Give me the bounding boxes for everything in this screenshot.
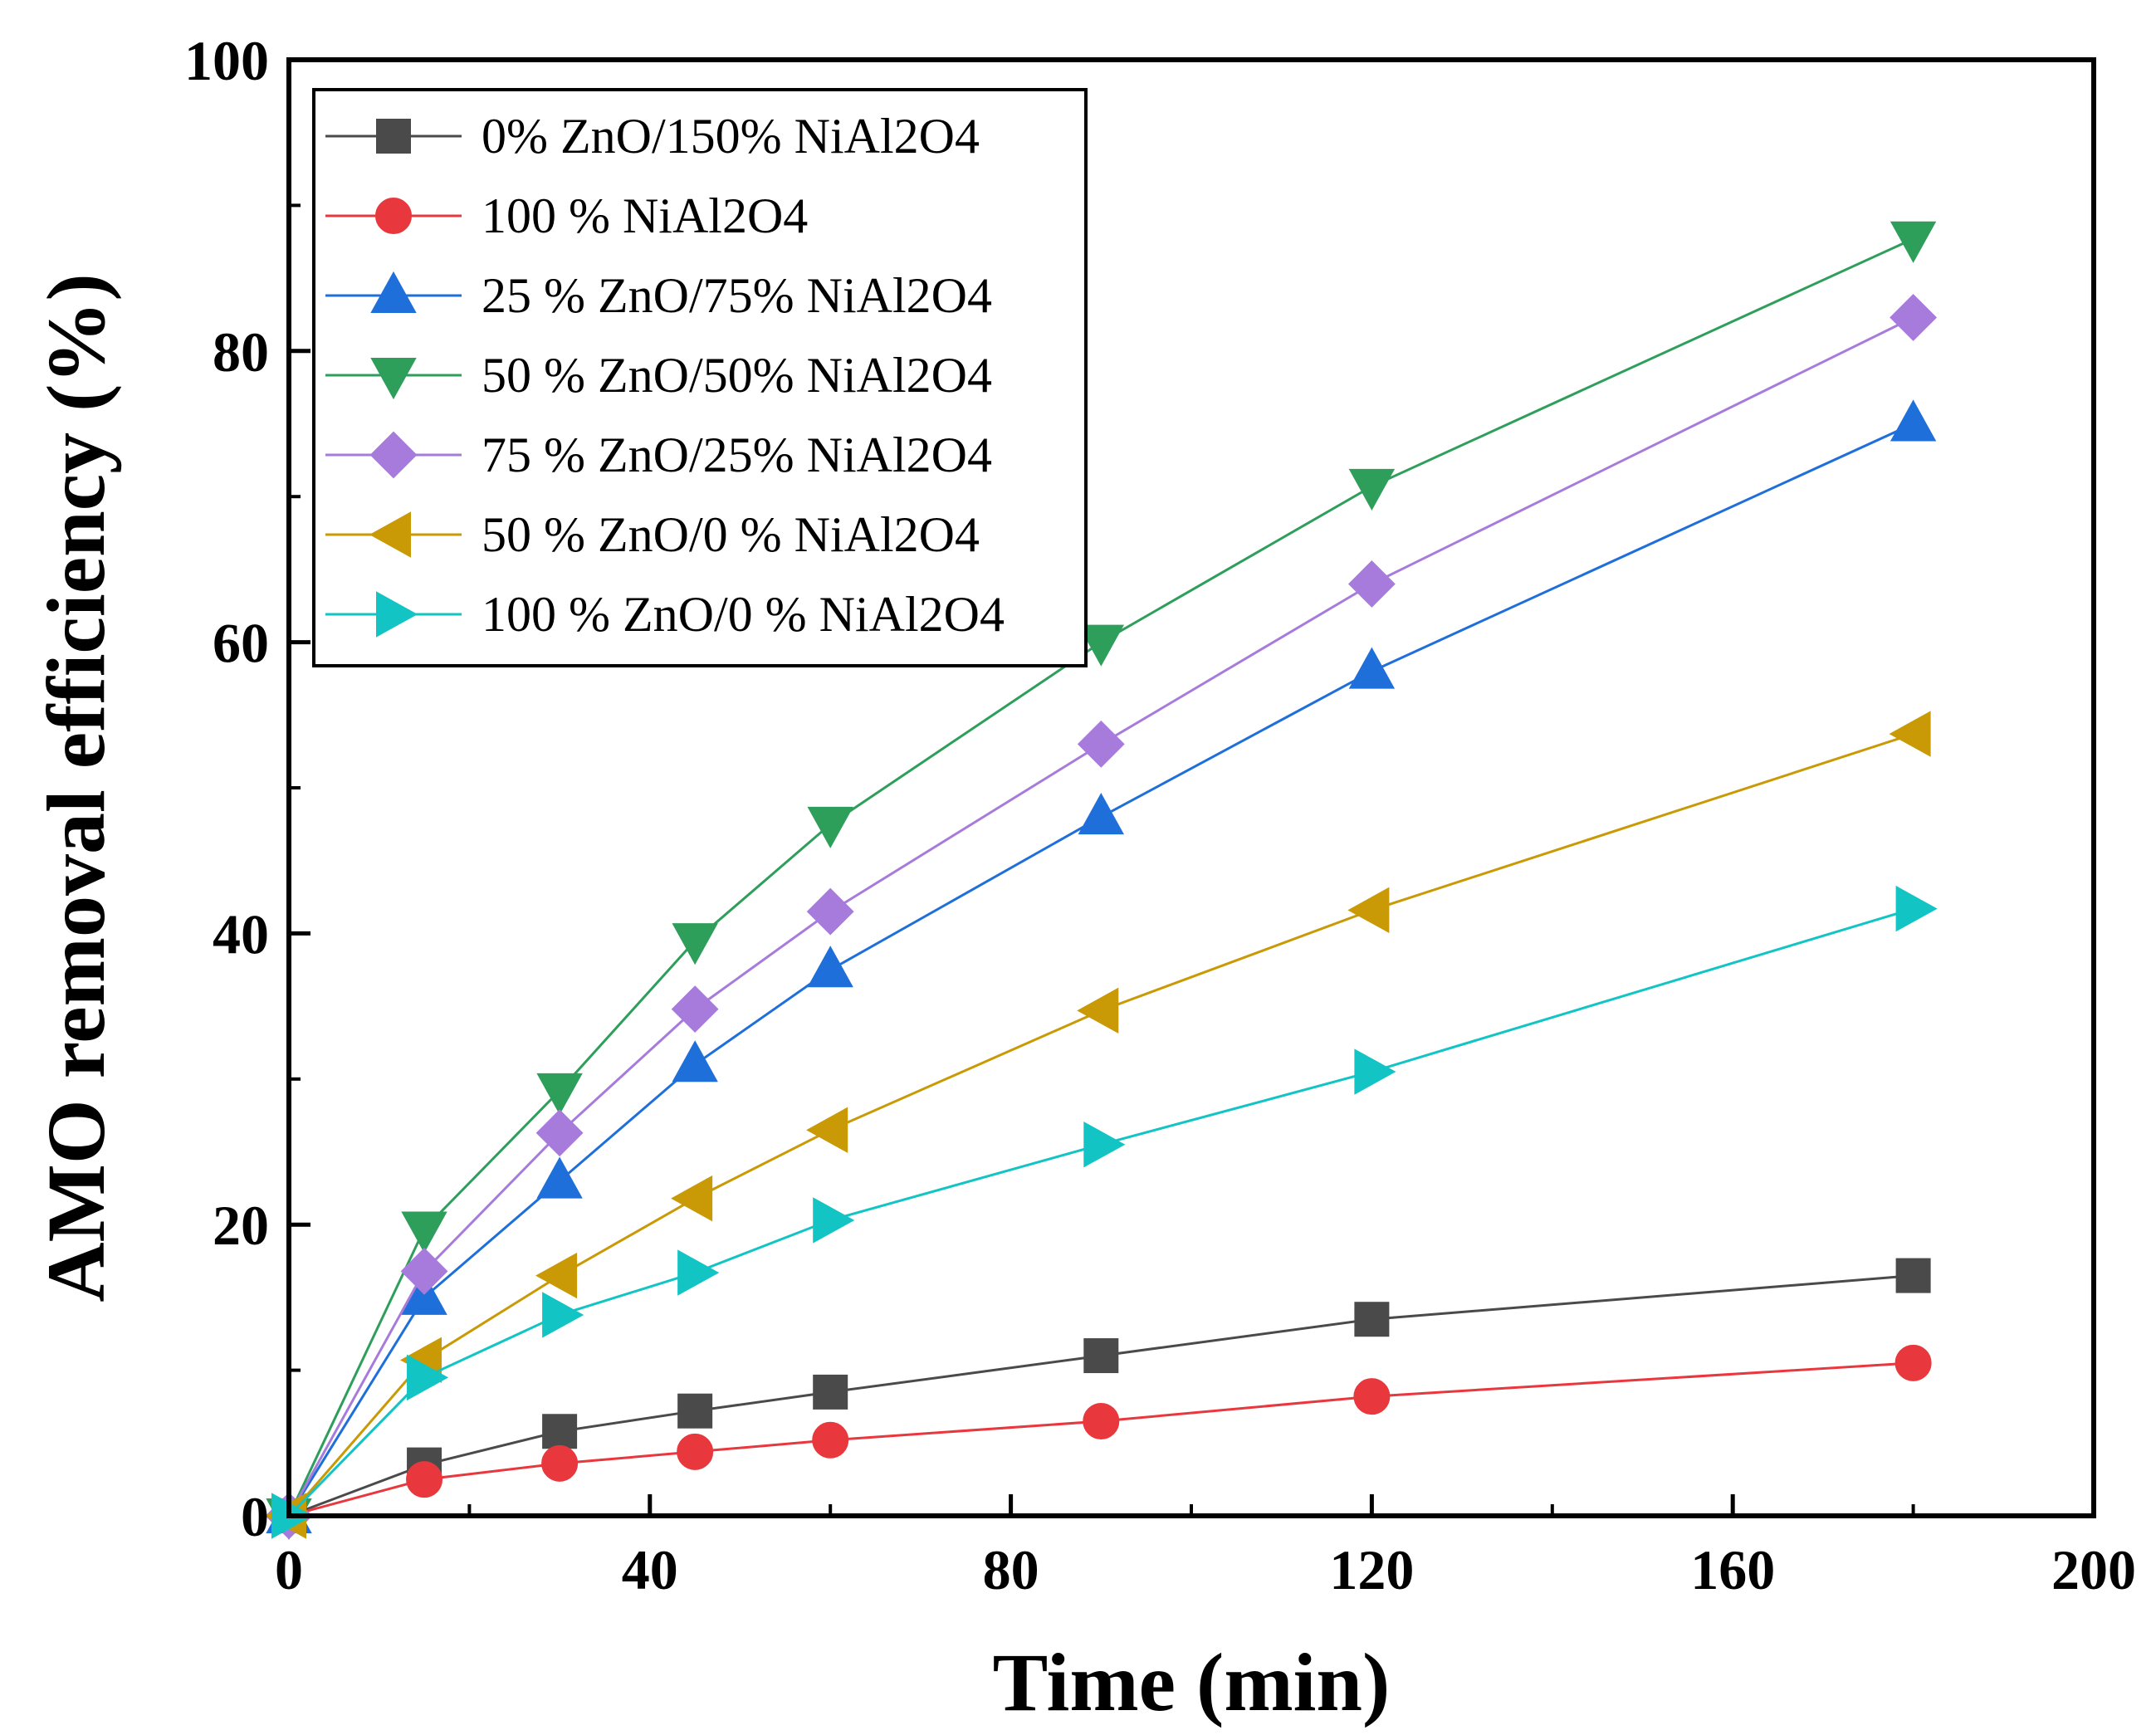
data-point: [671, 1175, 713, 1222]
legend-label: 100 % ZnO/0 % NiAl2O4: [482, 587, 1005, 642]
data-point: [1077, 720, 1125, 768]
series-7: [271, 885, 1938, 1539]
legend-label: 100 % NiAl2O4: [482, 188, 808, 243]
legend-item: 100 % ZnO/0 % NiAl2O4: [325, 587, 1005, 642]
data-point: [542, 1414, 578, 1449]
data-point: [406, 1461, 443, 1498]
data-point: [677, 1249, 720, 1296]
data-point: [536, 1156, 583, 1199]
data-point: [806, 887, 854, 936]
y-tick-label: 40: [213, 902, 269, 965]
x-tick-label: 200: [2051, 1538, 2136, 1601]
legend-marker: [376, 119, 411, 154]
x-axis-title: Time (min): [993, 1636, 1391, 1728]
y-tick-label: 0: [241, 1485, 269, 1548]
y-tick-label: 100: [184, 29, 269, 92]
data-point: [1895, 885, 1938, 932]
data-point: [1895, 1258, 1931, 1293]
series-line: [287, 237, 1914, 1517]
legend-marker: [375, 198, 412, 234]
data-point: [1078, 793, 1124, 835]
data-point: [1083, 1122, 1126, 1168]
data-point: [812, 1421, 849, 1459]
data-point: [1347, 887, 1390, 934]
series-line: [287, 423, 1914, 1517]
legend-label: 50 % ZnO/0 % NiAl2O4: [482, 507, 980, 562]
data-point: [401, 1211, 447, 1254]
legend-item: 0% ZnO/150% NiAl2O4: [325, 109, 980, 164]
data-point: [536, 1073, 583, 1115]
data-point: [1890, 221, 1937, 263]
data-point: [672, 1040, 718, 1083]
data-point: [1354, 1048, 1396, 1095]
axis-ticks: 0 40 80 120 160 200 0 20 40 60 80 100: [184, 29, 2136, 1601]
data-point: [535, 1252, 578, 1299]
plot-marks: [264, 221, 1938, 1541]
data-point: [1890, 294, 1938, 341]
x-tick-label: 160: [1690, 1538, 1775, 1601]
x-tick-label: 120: [1329, 1538, 1414, 1601]
data-point: [1078, 624, 1124, 667]
series-5: [265, 294, 1938, 1540]
x-tick-label: 0: [275, 1538, 303, 1601]
legend-label: 75 % ZnO/25% NiAl2O4: [482, 428, 992, 482]
series-line: [287, 907, 1914, 1518]
data-point: [1348, 647, 1396, 689]
data-point: [1348, 468, 1396, 511]
data-point: [672, 923, 718, 965]
y-tick-label: 20: [213, 1194, 269, 1257]
legend-label: 0% ZnO/150% NiAl2O4: [482, 109, 980, 164]
y-axis-title: AMO removal efficiency (%): [30, 273, 122, 1302]
series-line: [287, 732, 1914, 1517]
data-point: [813, 1374, 848, 1410]
data-point: [1083, 1402, 1120, 1439]
data-point: [1354, 1302, 1390, 1337]
legend-marker: [376, 591, 418, 638]
data-point: [1077, 987, 1119, 1034]
series-line: [288, 1274, 1914, 1518]
legend-box: [312, 88, 1088, 667]
legend-marker: [370, 358, 417, 400]
data-point: [541, 1444, 579, 1482]
legend-item: 50 % ZnO/50% NiAl2O4: [325, 348, 992, 403]
data-point: [1083, 1338, 1119, 1374]
legend-label: 50 % ZnO/50% NiAl2O4: [482, 348, 992, 403]
legend-marker: [369, 511, 411, 558]
data-point: [1353, 1378, 1391, 1415]
y-tick-label: 80: [213, 320, 269, 384]
data-point: [677, 1433, 714, 1470]
data-point: [807, 806, 853, 848]
data-point: [535, 1109, 584, 1157]
series-line: [288, 1361, 1914, 1518]
legend-item: 75 % ZnO/25% NiAl2O4: [325, 428, 992, 482]
x-tick-label: 40: [622, 1538, 678, 1601]
data-point: [807, 946, 853, 988]
data-point: [1890, 399, 1937, 442]
data-point: [400, 1247, 448, 1295]
legend: 0% ZnO/150% NiAl2O4 100 % NiAl2O4 25 % ZnO…: [312, 88, 1088, 667]
data-point: [1889, 711, 1931, 757]
legend-item: 100 % NiAl2O4: [325, 188, 808, 243]
legend-marker: [370, 271, 417, 313]
series-line: [287, 316, 1914, 1517]
data-point: [677, 1393, 713, 1429]
data-point: [671, 985, 719, 1034]
y-tick-label: 60: [213, 612, 269, 675]
data-point: [542, 1292, 584, 1338]
legend-marker: [369, 431, 418, 479]
data-point: [1894, 1344, 1932, 1381]
data-point: [813, 1197, 855, 1244]
x-tick-label: 80: [983, 1538, 1039, 1601]
data-point: [407, 1354, 449, 1401]
data-point: [1347, 560, 1396, 608]
legend-item: 50 % ZnO/0 % NiAl2O4: [325, 507, 980, 562]
legend-label: 25 % ZnO/75% NiAl2O4: [482, 268, 992, 323]
data-point: [806, 1107, 848, 1153]
legend-item: 25 % ZnO/75% NiAl2O4: [325, 268, 992, 323]
